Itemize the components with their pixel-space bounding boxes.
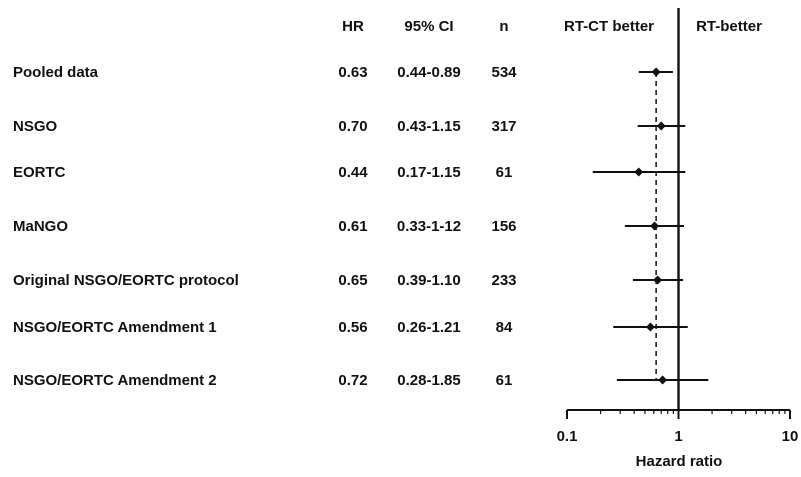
row-ci-value: 0.28-1.85	[397, 372, 460, 389]
row-n-value: 534	[491, 64, 517, 81]
row-label: Original NSGO/EORTC protocol	[13, 272, 239, 289]
hr-marker	[634, 167, 644, 177]
row-label: MaNGO	[13, 218, 68, 235]
row-hr-value: 0.56	[338, 319, 367, 336]
hr-marker	[653, 275, 663, 285]
row-ci-value: 0.43-1.15	[397, 118, 460, 135]
header-hr: HR	[342, 18, 364, 35]
hr-marker	[650, 221, 660, 231]
row-label: EORTC	[13, 164, 66, 181]
plot-marks-group	[592, 8, 709, 410]
row-ci-value: 0.33-1-12	[397, 218, 461, 235]
x-axis: 0.1 1 10	[557, 409, 799, 445]
x-tick-label: 0.1	[557, 428, 578, 445]
x-axis-title: Hazard ratio	[636, 453, 723, 470]
row-label: NSGO	[13, 118, 58, 135]
row-ci-value: 0.17-1.15	[397, 164, 460, 181]
row-n-value: 84	[496, 319, 513, 336]
hr-marker	[658, 375, 668, 385]
row-hr-value: 0.44	[338, 164, 368, 181]
row-text-group: Pooled data 0.63 0.44-0.89 534 NSGO 0.70 0.43-…	[13, 64, 517, 389]
row-hr-value: 0.72	[338, 372, 367, 389]
row-label: NSGO/EORTC Amendment 2	[13, 372, 217, 389]
hr-marker	[656, 121, 666, 131]
row-n-value: 233	[491, 272, 516, 289]
hr-marker	[651, 67, 661, 77]
row-label: NSGO/EORTC Amendment 1	[13, 319, 217, 336]
row-hr-value: 0.65	[338, 272, 367, 289]
header-ci: 95% CI	[404, 18, 453, 35]
row-ci-value: 0.26-1.21	[397, 319, 460, 336]
row-n-value: 317	[491, 118, 516, 135]
row-n-value: 61	[496, 372, 513, 389]
row-hr-value: 0.70	[338, 118, 367, 135]
direction-label-left: RT-CT better	[564, 18, 654, 35]
row-n-value: 61	[496, 164, 513, 181]
x-tick-label: 1	[674, 428, 682, 445]
row-ci-value: 0.44-0.89	[397, 64, 460, 81]
direction-label-right: RT-better	[696, 18, 762, 35]
row-ci-value: 0.39-1.10	[397, 272, 460, 289]
header-n: n	[499, 18, 508, 35]
row-n-value: 156	[491, 218, 516, 235]
x-tick-label: 10	[782, 428, 799, 445]
hr-marker	[645, 322, 655, 332]
row-hr-value: 0.63	[338, 64, 367, 81]
row-hr-value: 0.61	[338, 218, 367, 235]
row-label: Pooled data	[13, 64, 99, 81]
